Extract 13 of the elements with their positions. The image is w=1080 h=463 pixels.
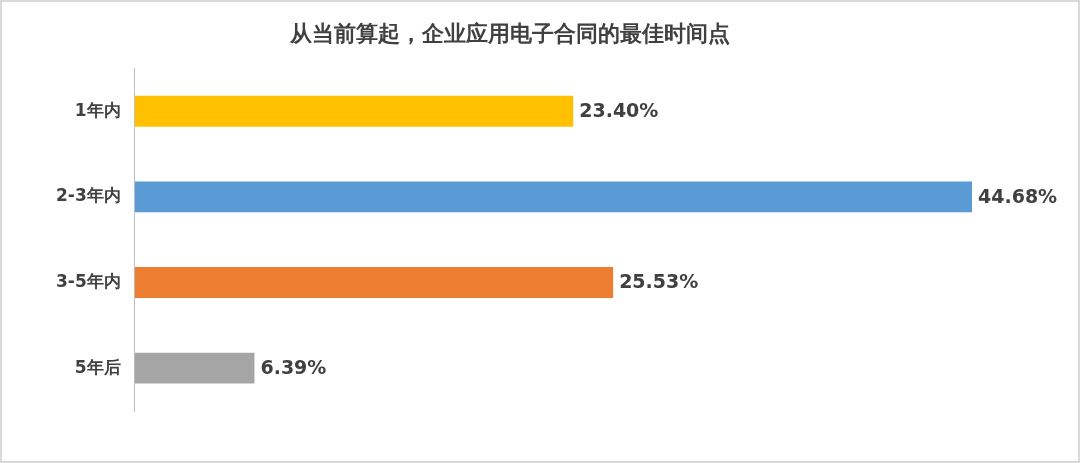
bar bbox=[134, 181, 972, 213]
data-label: 44.68% bbox=[978, 184, 1058, 207]
chart-title: 从当前算起，企业应用电子合同的最佳时间点 bbox=[289, 20, 730, 46]
data-label: 6.39% bbox=[260, 356, 327, 379]
data-label: 23.40% bbox=[579, 99, 659, 122]
y-tick-label: 3-5年内 bbox=[55, 270, 121, 291]
y-tick-label: 5年后 bbox=[74, 356, 121, 377]
y-tick-label: 1年内 bbox=[74, 99, 121, 120]
bar bbox=[134, 267, 614, 298]
bar bbox=[134, 95, 574, 127]
y-tick-label: 2-3年内 bbox=[55, 185, 121, 206]
data-label: 25.53% bbox=[619, 270, 699, 293]
bar bbox=[134, 352, 255, 384]
